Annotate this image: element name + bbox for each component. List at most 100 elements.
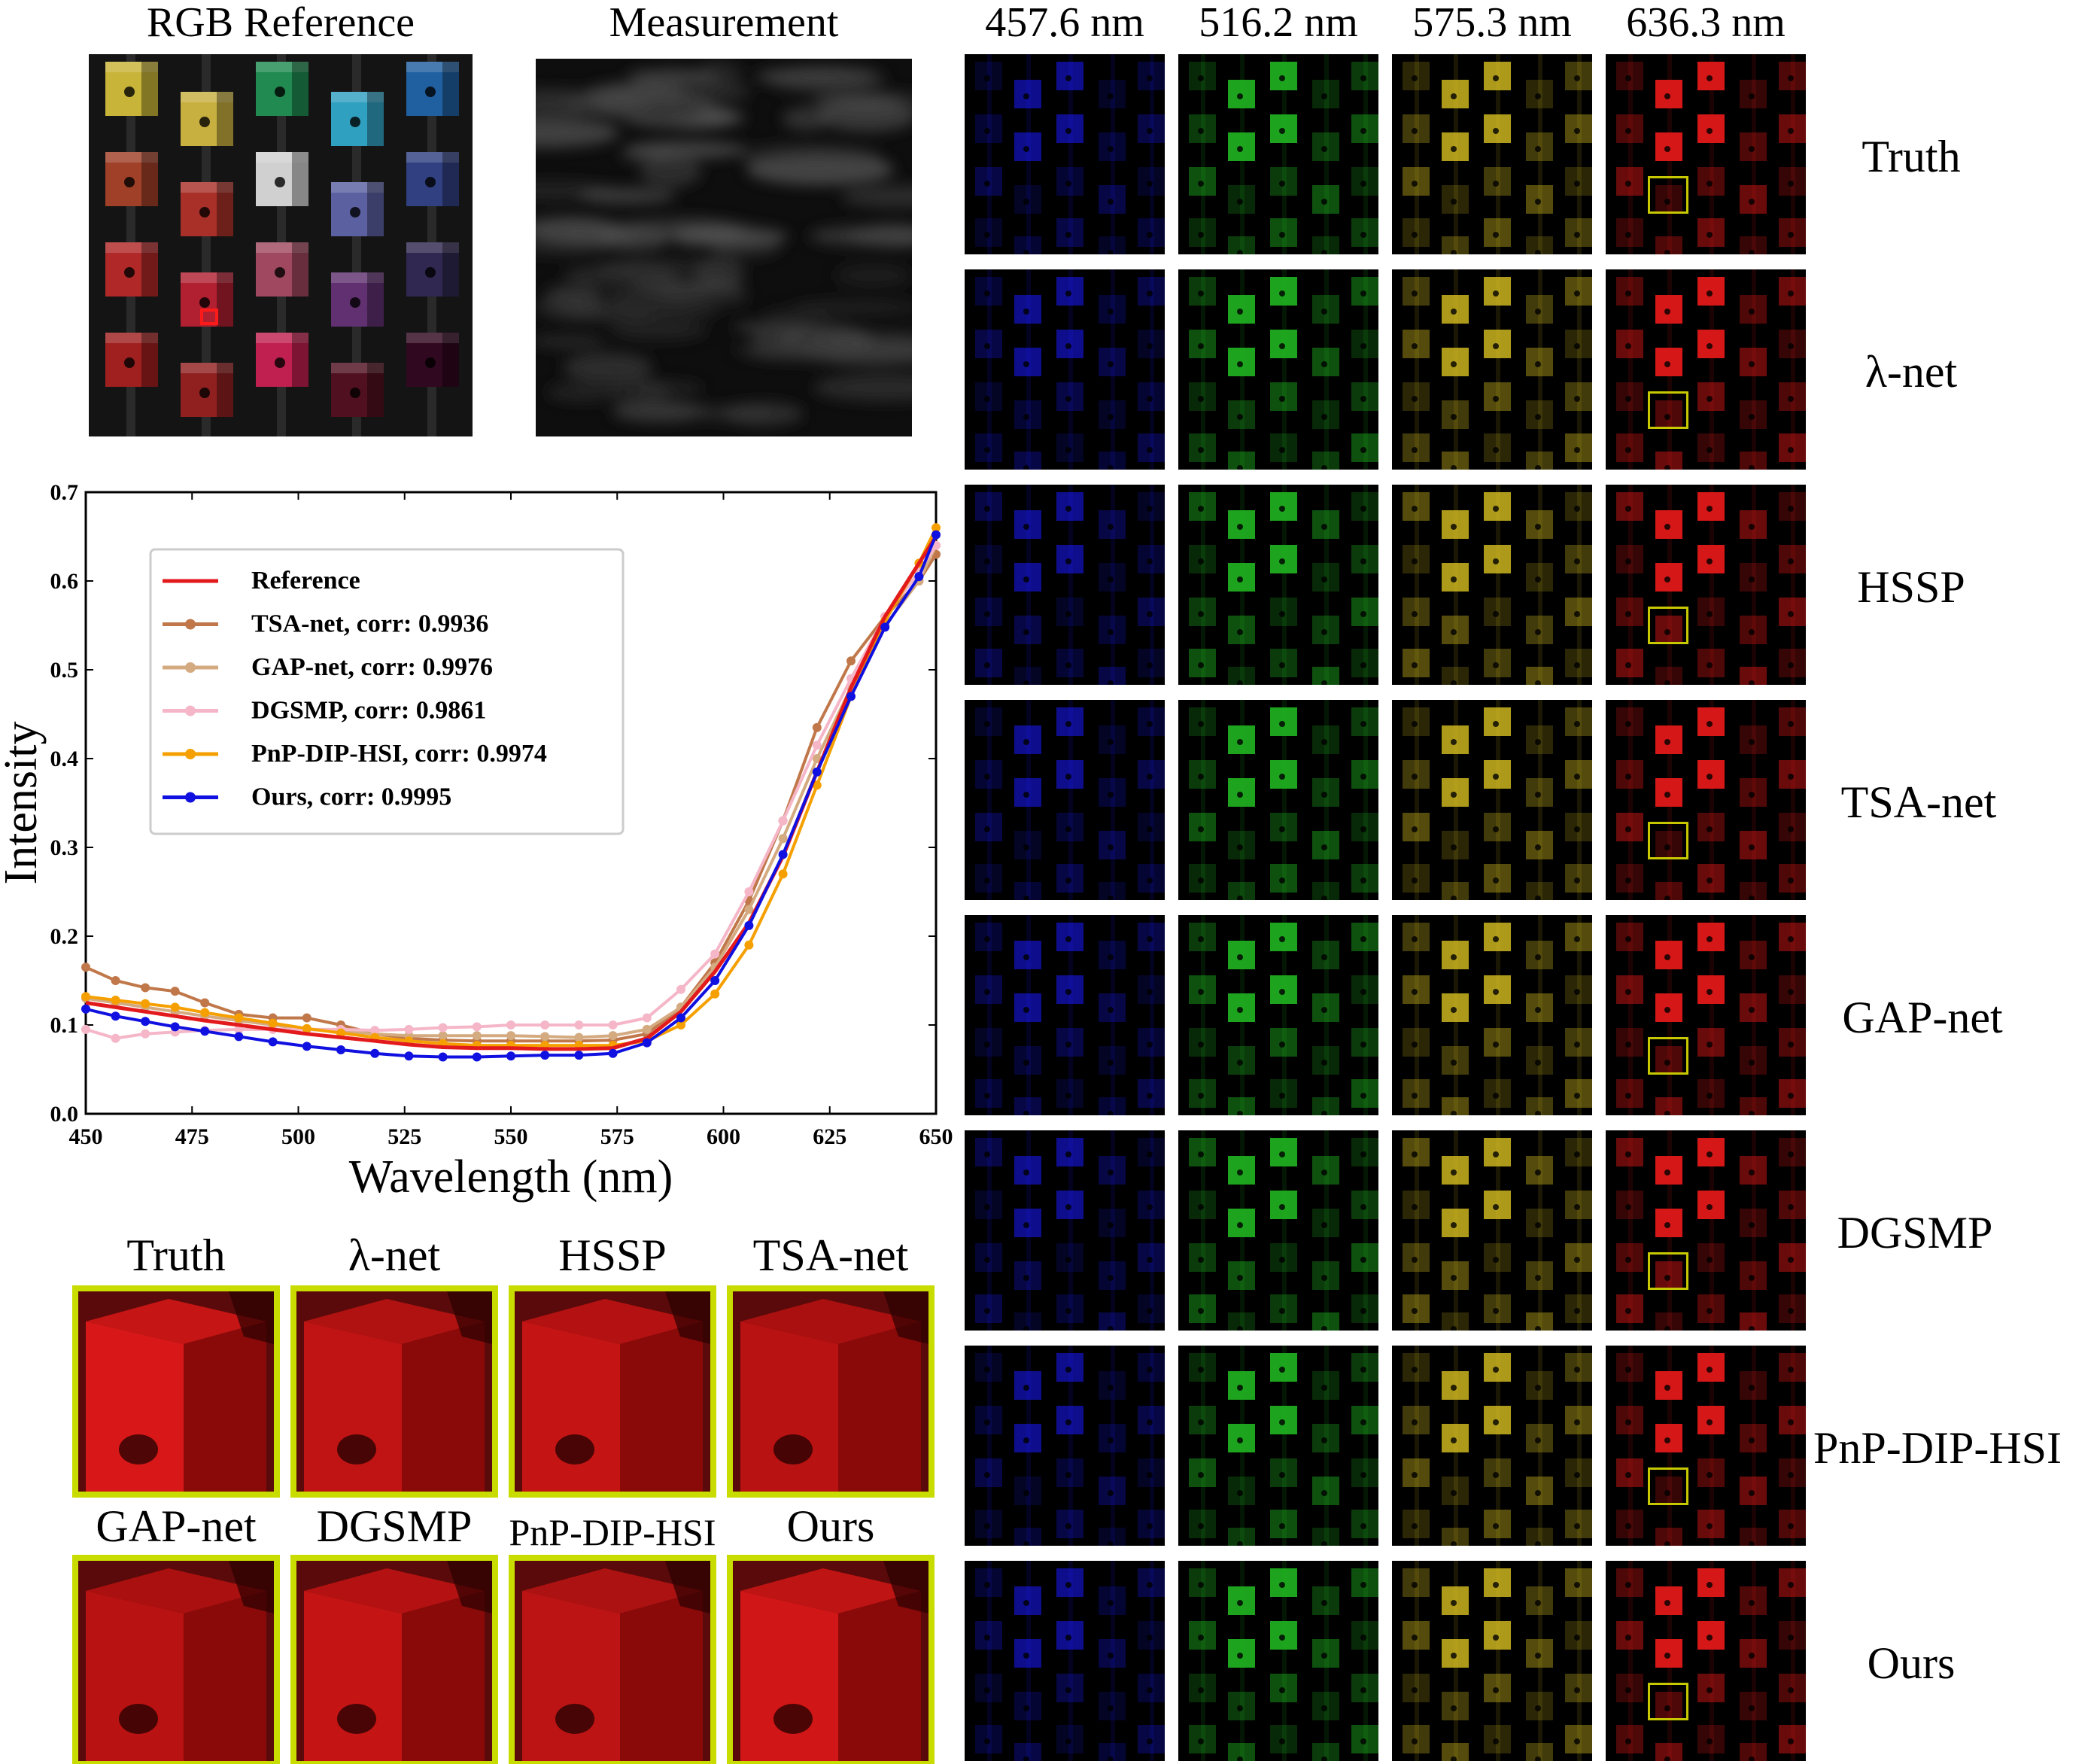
spectral-panel bbox=[1606, 54, 1806, 254]
rgb-cube bbox=[181, 363, 233, 417]
rgb-selection-marker bbox=[200, 309, 218, 325]
series-point bbox=[141, 1029, 150, 1039]
measurement-blob bbox=[732, 342, 855, 357]
zoom-title-ours: Ours bbox=[786, 1501, 875, 1551]
rgb-cube bbox=[331, 92, 384, 146]
rgb-cube bbox=[181, 182, 233, 236]
y-tick-label: 0.6 bbox=[50, 569, 79, 594]
row-label-pnp-dip-hsi: PnP-DIP-HSI bbox=[1813, 1423, 2062, 1473]
measurement-blob bbox=[763, 307, 834, 323]
x-tick-label: 625 bbox=[813, 1124, 846, 1149]
spectral-panel bbox=[1178, 915, 1378, 1115]
measurement-blob bbox=[834, 263, 912, 288]
series-point bbox=[234, 1013, 244, 1023]
legend: Reference TSA-net, corr: 0.9936 GAP-net, c… bbox=[149, 548, 625, 835]
spectral-panel bbox=[1178, 1561, 1378, 1761]
zoom-crop bbox=[509, 1285, 716, 1498]
spectral-panel bbox=[1178, 1130, 1378, 1331]
rgb-cube bbox=[331, 182, 384, 236]
series-point bbox=[710, 976, 720, 985]
spectral-panel bbox=[1178, 700, 1378, 900]
series-point bbox=[846, 656, 856, 666]
spectral-panel bbox=[1606, 915, 1806, 1115]
series-point bbox=[608, 1020, 618, 1030]
spectral-panel bbox=[1606, 700, 1806, 900]
rgb-cube bbox=[105, 333, 158, 387]
series-point bbox=[642, 1038, 652, 1048]
x-tick-label: 600 bbox=[707, 1124, 740, 1149]
measurement-blob bbox=[553, 303, 655, 323]
y-tick-label: 0.3 bbox=[50, 835, 79, 860]
series-point bbox=[676, 984, 685, 994]
series-point bbox=[141, 1017, 150, 1026]
measurement-blob bbox=[819, 100, 912, 132]
measurement-blob bbox=[696, 61, 743, 87]
series-point bbox=[778, 834, 788, 844]
spectral-panel bbox=[965, 269, 1165, 470]
wavelength-title-3: 636.3 nm bbox=[1626, 0, 1786, 46]
rgb-cube bbox=[331, 272, 384, 327]
rgb-reference-title: RGB Reference bbox=[146, 0, 415, 46]
zoom-region-box bbox=[1648, 607, 1688, 644]
series-point bbox=[676, 1013, 685, 1023]
wavelength-title-0: 457.6 nm bbox=[985, 0, 1144, 46]
series-point bbox=[812, 780, 822, 790]
zoom-crop bbox=[290, 1555, 498, 1764]
series-point bbox=[111, 976, 120, 985]
series-point bbox=[200, 998, 210, 1008]
series-point bbox=[170, 987, 180, 996]
series-point bbox=[676, 1020, 685, 1030]
spectral-panel bbox=[965, 485, 1165, 685]
zoom-title-tsa-net: TSA-net bbox=[752, 1230, 909, 1280]
spectral-panel bbox=[1178, 1346, 1378, 1546]
zoom-title-truth: Truth bbox=[126, 1230, 226, 1280]
row-label-dgsmp: DGSMP bbox=[1837, 1208, 1993, 1258]
measurement-blob bbox=[604, 284, 750, 309]
series-point bbox=[111, 995, 120, 1005]
rgb-cube bbox=[406, 152, 459, 206]
spectral-panel bbox=[1392, 915, 1592, 1115]
series-point bbox=[778, 850, 788, 859]
spectral-panel bbox=[1392, 485, 1592, 685]
spectral-panel bbox=[1392, 700, 1592, 900]
rgb-cube bbox=[331, 363, 384, 417]
spectral-panel bbox=[1392, 269, 1592, 470]
series-point bbox=[472, 1052, 482, 1062]
series-point bbox=[438, 1023, 448, 1033]
spectral-panel bbox=[965, 54, 1165, 254]
zoom-crop bbox=[72, 1285, 280, 1498]
series-point bbox=[574, 1033, 584, 1042]
measurement-blob bbox=[612, 400, 710, 423]
measurement-blob bbox=[536, 335, 605, 348]
measurement-blob bbox=[578, 187, 676, 205]
series-point bbox=[710, 949, 720, 959]
measurement-blob bbox=[813, 373, 912, 403]
series-point bbox=[608, 1031, 618, 1041]
rgb-cube bbox=[406, 333, 459, 387]
series-point bbox=[200, 1008, 210, 1017]
series-point bbox=[81, 963, 90, 972]
series-point bbox=[642, 1024, 652, 1034]
series-point bbox=[302, 1013, 312, 1023]
measurement-blob bbox=[671, 227, 788, 247]
spectral-panel bbox=[1392, 54, 1592, 254]
series-point bbox=[506, 1051, 515, 1061]
measurement-blob bbox=[546, 382, 615, 403]
measurement-blob bbox=[640, 155, 702, 187]
series-point bbox=[812, 767, 822, 777]
zoom-crop bbox=[72, 1555, 280, 1764]
measurement-drawing bbox=[536, 61, 912, 426]
series-point bbox=[111, 1011, 120, 1021]
series-point bbox=[540, 1020, 550, 1030]
series-point bbox=[234, 1032, 244, 1042]
series-point bbox=[744, 887, 754, 896]
zoom-crop bbox=[727, 1285, 935, 1498]
y-tick-label: 0.5 bbox=[50, 658, 79, 683]
series-point bbox=[141, 983, 150, 993]
wavelength-title-2: 575.3 nm bbox=[1412, 0, 1572, 46]
spectral-panel bbox=[1606, 269, 1806, 470]
measurement-blob bbox=[546, 283, 603, 306]
measurement-blob bbox=[536, 117, 620, 148]
zoom-title-hssp: HSSP bbox=[558, 1230, 667, 1280]
x-tick-label: 650 bbox=[919, 1124, 953, 1149]
